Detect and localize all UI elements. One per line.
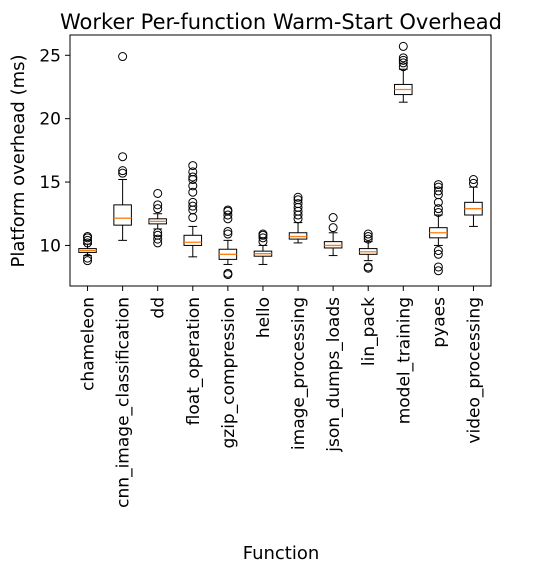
outlier-point bbox=[433, 262, 443, 272]
y-axis-title: Platform overhead (ms) bbox=[8, 54, 29, 267]
outlier-point bbox=[83, 253, 93, 263]
outlier-point bbox=[118, 52, 128, 62]
x-tick-label: gzip_compression bbox=[219, 297, 239, 449]
x-tick-label: model_training bbox=[394, 297, 414, 424]
outlier-point bbox=[188, 213, 198, 223]
outlier-point bbox=[363, 262, 373, 272]
x-tick-label: hello bbox=[254, 297, 274, 338]
outlier-point bbox=[188, 187, 198, 197]
outlier-point bbox=[433, 204, 443, 214]
x-tick-label: video_processing bbox=[464, 297, 484, 444]
outlier-point bbox=[83, 238, 93, 248]
outlier-point bbox=[188, 201, 198, 211]
outlier-point bbox=[468, 178, 478, 188]
outlier-point bbox=[223, 205, 233, 215]
y-tick-label: 25 bbox=[39, 46, 61, 66]
outlier-point bbox=[433, 180, 443, 190]
outlier-point bbox=[398, 62, 408, 72]
outlier-point bbox=[293, 199, 303, 209]
outlier-point bbox=[153, 228, 163, 238]
outlier-point bbox=[398, 58, 408, 68]
chart-title: Worker Per-function Warm-Start Overhead bbox=[60, 10, 502, 34]
outlier-point bbox=[258, 229, 268, 239]
box bbox=[113, 204, 132, 226]
outlier-point bbox=[363, 232, 373, 242]
outlier-point bbox=[468, 175, 478, 185]
outlier-point bbox=[188, 181, 198, 191]
outlier-point bbox=[398, 55, 408, 65]
x-tick-label: lin_pack bbox=[359, 297, 379, 366]
outlier-point bbox=[328, 223, 338, 233]
x-tick-label: pyaes bbox=[429, 297, 449, 348]
outlier-point bbox=[363, 234, 373, 244]
outlier-point bbox=[188, 197, 198, 207]
outlier-point bbox=[153, 234, 163, 244]
outlier-point bbox=[398, 53, 408, 63]
x-tick-label: chameleon bbox=[79, 297, 99, 391]
outlier-point bbox=[153, 188, 163, 198]
outlier-point bbox=[328, 213, 338, 223]
outlier-point bbox=[188, 161, 198, 171]
outlier-point bbox=[118, 166, 128, 176]
outlier-point bbox=[433, 266, 443, 276]
outlier-point bbox=[433, 249, 443, 259]
outlier-point bbox=[433, 207, 443, 217]
y-tick-label: 10 bbox=[39, 236, 61, 256]
outlier-point bbox=[223, 226, 233, 236]
outlier-point bbox=[363, 229, 373, 239]
outlier-point bbox=[223, 210, 233, 220]
outlier-point bbox=[433, 186, 443, 196]
outlier-point bbox=[293, 195, 303, 205]
outlier-point bbox=[433, 246, 443, 256]
outlier-point bbox=[153, 204, 163, 214]
x-tick-label: image_processing bbox=[289, 297, 309, 450]
axes-frame bbox=[69, 34, 492, 287]
x-tick-label: dd bbox=[149, 297, 169, 319]
x-tick-label: float_operation bbox=[184, 297, 204, 425]
box bbox=[183, 234, 203, 246]
outlier-point bbox=[223, 229, 233, 239]
y-tick-label: 15 bbox=[39, 173, 61, 193]
outlier-point bbox=[83, 232, 93, 242]
x-tick-label: cnn_image_classification bbox=[114, 297, 134, 508]
outlier-point bbox=[153, 230, 163, 240]
outlier-point bbox=[398, 41, 408, 51]
x-tick-label: json_dumps_loads bbox=[324, 297, 344, 453]
outlier-point bbox=[188, 172, 198, 182]
outlier-point bbox=[83, 256, 93, 266]
outlier-point bbox=[223, 268, 233, 278]
outlier-point bbox=[118, 152, 128, 162]
y-tick-label: 20 bbox=[39, 110, 61, 130]
outlier-point bbox=[258, 233, 268, 243]
plot-area: 10 15 20 25 chameleon cnn_image_classificatio… bbox=[39, 34, 492, 508]
outlier-point bbox=[433, 182, 443, 192]
x-axis-title: Function bbox=[243, 543, 320, 564]
outlier-point bbox=[293, 192, 303, 202]
outlier-point bbox=[188, 167, 198, 177]
outlier-point bbox=[118, 168, 128, 178]
outlier-point bbox=[83, 235, 93, 245]
outlier-point bbox=[153, 200, 163, 210]
